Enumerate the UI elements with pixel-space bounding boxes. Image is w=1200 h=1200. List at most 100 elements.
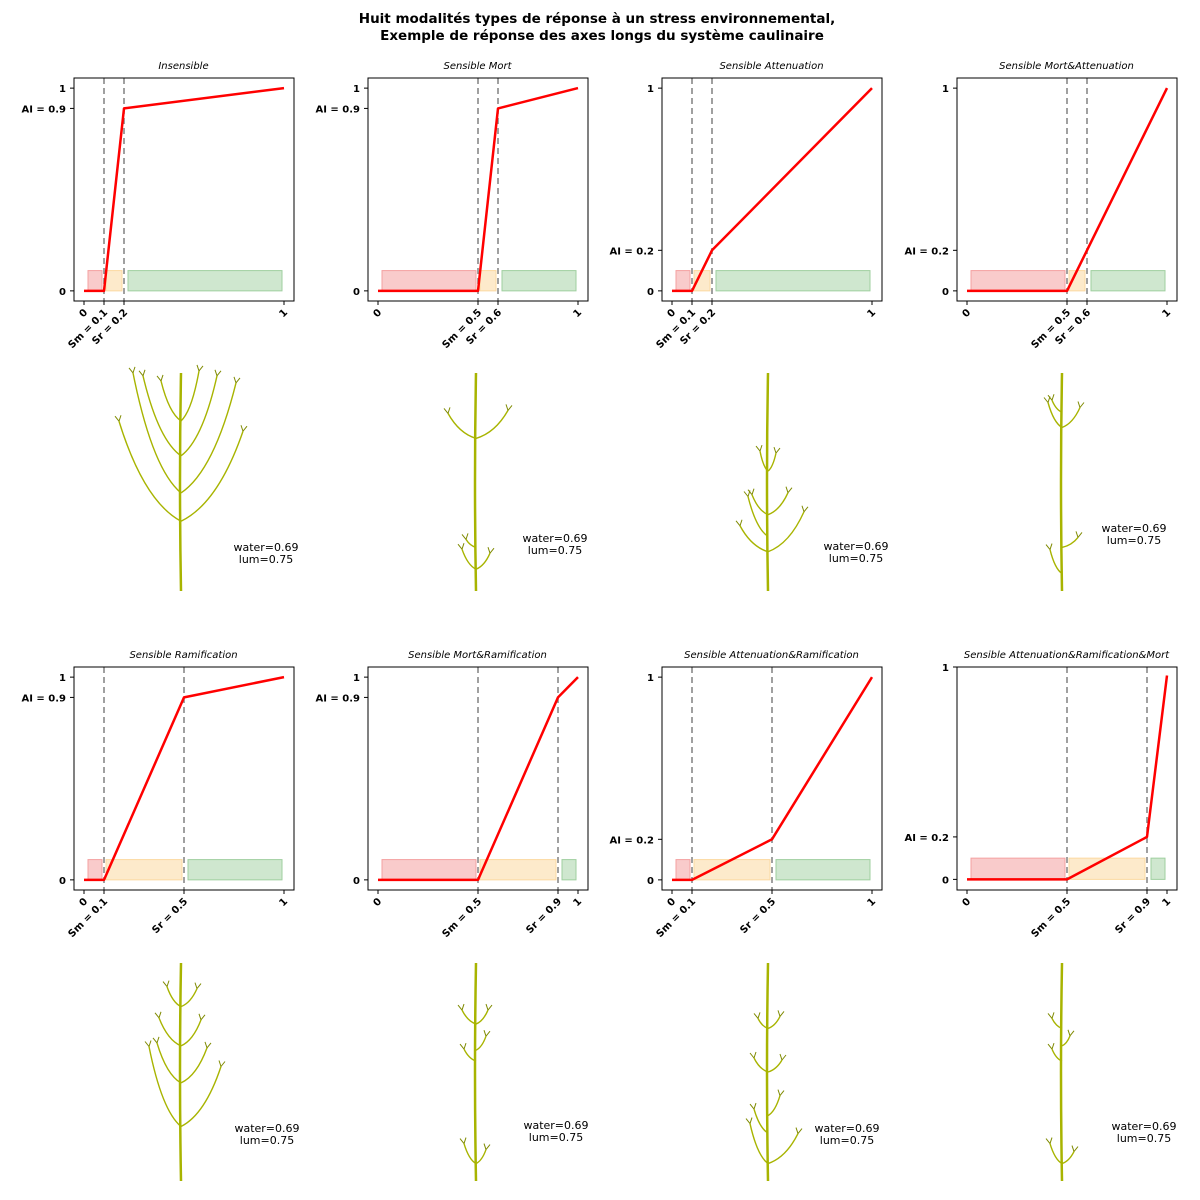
zone-attenuation-bar	[105, 859, 183, 881]
y-tick-label: 0	[59, 287, 66, 298]
axes-frame	[661, 77, 883, 302]
plant-branch	[475, 1035, 487, 1051]
plant-branch	[166, 986, 182, 1008]
y-tick-label: AI = 0.9	[315, 104, 360, 115]
plant-twig	[1047, 1042, 1055, 1050]
plant-branch	[1061, 407, 1081, 429]
plant-branch	[180, 1019, 202, 1047]
plant-twig	[144, 1040, 152, 1047]
chart-title: Insensible	[158, 61, 208, 72]
zone-dead-bar	[381, 270, 477, 292]
plant-branch	[160, 380, 182, 422]
plant-twig	[735, 519, 743, 527]
plant-twig	[755, 444, 763, 452]
plant-branch	[118, 421, 182, 522]
plant-branch	[1061, 1151, 1075, 1165]
lum-annotation: lum=0.75	[240, 1134, 294, 1147]
chart-title: Sensible Mort&Ramification	[408, 650, 547, 661]
plant-branch	[1061, 536, 1079, 549]
zone-attenuation-bar	[479, 859, 557, 881]
plant-twig	[1047, 394, 1055, 401]
plant-twig	[747, 488, 755, 496]
y-tick-label: 1	[647, 673, 654, 684]
plant-twig	[1077, 401, 1085, 408]
plant-twig	[443, 407, 451, 414]
zone-ok-bar	[775, 859, 871, 881]
plant-branch	[767, 1059, 783, 1073]
plant-twig	[114, 415, 122, 422]
plant-branch	[1051, 1048, 1063, 1062]
plant-illustration	[1043, 372, 1085, 592]
y-tick-label: 1	[942, 663, 949, 674]
y-tick-label: 1	[353, 84, 360, 95]
plant-branch	[751, 494, 769, 516]
plant-twig	[487, 547, 495, 554]
lum-annotation: lum=0.75	[829, 552, 883, 565]
plant-twig	[1067, 1029, 1075, 1037]
lum-annotation: lum=0.75	[1117, 1132, 1171, 1145]
plant-branch	[753, 1057, 769, 1073]
lum-annotation: lum=0.75	[239, 553, 293, 566]
zone-attenuation-bar	[479, 270, 497, 292]
plant-trunk	[765, 372, 770, 592]
plant-branch	[180, 370, 200, 422]
plant-branch	[767, 1095, 781, 1117]
plant-branch	[463, 1143, 477, 1165]
plant-branch	[142, 375, 182, 457]
plant-branch	[767, 1133, 799, 1165]
y-tick-label: 1	[59, 84, 66, 95]
plant-branch	[1061, 1035, 1071, 1047]
chart-title: Sensible Attenuation&Ramification	[684, 650, 859, 661]
water-annotation: water=0.69	[814, 1122, 879, 1135]
water-annotation: water=0.69	[234, 1122, 299, 1135]
plant-branch	[1051, 1018, 1063, 1030]
plant-twig	[194, 982, 202, 989]
plant-twig	[154, 1011, 162, 1019]
plant-branch	[747, 496, 769, 538]
plant-branch	[749, 1123, 769, 1165]
water-annotation: water=0.69	[1101, 522, 1166, 535]
y-tick-label: AI = 0.9	[21, 693, 66, 704]
water-annotation: water=0.69	[1111, 1120, 1176, 1133]
lum-annotation: lum=0.75	[1107, 534, 1161, 547]
y-tick-label: 0	[647, 287, 654, 298]
plant-branch	[767, 1016, 781, 1030]
plant-twig	[218, 1060, 226, 1067]
plant-illustration	[443, 372, 513, 592]
plant-branch	[148, 1046, 182, 1128]
plant-branch	[767, 492, 789, 516]
response-curve	[967, 87, 1169, 293]
y-tick-label: 1	[59, 673, 66, 684]
plant-branch	[132, 372, 182, 494]
plant-twig	[749, 1051, 757, 1059]
response-curve	[672, 87, 873, 293]
plant-twig	[128, 366, 136, 374]
plant-twig	[162, 980, 170, 987]
zone-dead-bar	[87, 270, 103, 292]
water-annotation: water=0.69	[522, 532, 587, 545]
plant-twig	[777, 1089, 785, 1096]
axes-frame	[73, 77, 295, 302]
figure-title-line2: Exemple de réponse des axes longs du sys…	[380, 28, 824, 44]
plant-branch	[180, 382, 237, 494]
plant-branch	[180, 431, 244, 522]
zone-ok-bar	[561, 859, 577, 881]
plant-trunk	[178, 372, 183, 592]
plant-twig	[483, 1143, 491, 1150]
plant-branch	[1051, 399, 1063, 413]
plant-trunk	[473, 962, 478, 1182]
plant-twig	[138, 369, 146, 377]
plant-illustration	[735, 372, 809, 592]
y-tick-label: 0	[59, 876, 66, 887]
plant-branch	[465, 539, 477, 549]
plant-twig	[1045, 543, 1053, 550]
plant-twig	[753, 1012, 761, 1019]
plant-branch	[1049, 1143, 1063, 1165]
zone-attenuation-bar	[1068, 857, 1146, 880]
zone-dead-bar	[675, 270, 691, 292]
plant-twig	[233, 376, 241, 384]
chart-title: Sensible Attenuation&Ramification&Mort	[964, 650, 1170, 661]
plant-branch	[463, 1048, 477, 1062]
